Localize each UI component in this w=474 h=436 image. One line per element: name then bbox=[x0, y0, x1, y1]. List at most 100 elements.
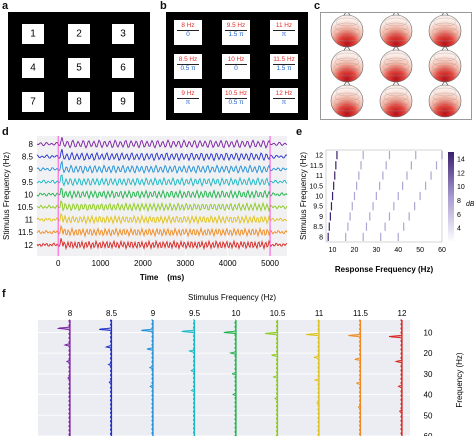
contour-line bbox=[382, 62, 410, 72]
x-tick-label: 60 bbox=[438, 247, 446, 254]
frequency-tile: 11 Hz π bbox=[270, 20, 298, 45]
head-nose bbox=[441, 80, 449, 86]
harmonic-peak-mark bbox=[435, 161, 438, 170]
harmonic-peak-mark bbox=[430, 171, 432, 180]
y-tick-label: 11 bbox=[25, 216, 34, 225]
contour-line bbox=[382, 27, 410, 37]
series-line-10.5 bbox=[36, 200, 288, 213]
head-nose bbox=[343, 45, 351, 51]
tile-phase: π bbox=[273, 29, 295, 39]
contour-line bbox=[384, 17, 408, 27]
series-line-12 bbox=[36, 238, 288, 251]
y-axis-label: Frequency (Hz) bbox=[455, 352, 464, 407]
tile-frequency: 8 Hz bbox=[181, 22, 195, 29]
contour-line bbox=[432, 92, 458, 102]
head-nose bbox=[392, 10, 400, 16]
harmonic-peak-mark bbox=[330, 202, 333, 211]
contour-line bbox=[430, 67, 460, 77]
y-tick-label: 9 bbox=[319, 214, 323, 221]
tile-frequency: 11.5 Hz bbox=[273, 56, 295, 63]
colorbar-label: dB bbox=[466, 201, 474, 208]
contour-line bbox=[332, 67, 362, 77]
contour-line bbox=[430, 32, 460, 42]
column-label: 8.5 bbox=[106, 309, 118, 318]
column-label: 10 bbox=[232, 309, 241, 318]
harmonic-peak-mark bbox=[362, 151, 364, 160]
contour-line bbox=[334, 22, 360, 32]
harmonic-peak-mark bbox=[397, 191, 399, 201]
frequency-tile: 9.5 Hz 1.5 π bbox=[222, 20, 250, 45]
number-tile: 8 bbox=[68, 92, 90, 112]
frequency-tile: 8.5 Hz 0.5 π bbox=[174, 54, 202, 79]
number-tile: 4 bbox=[22, 58, 44, 78]
column-label: 12 bbox=[398, 309, 407, 318]
y-axis-label: Stimulus Frequency (Hz) bbox=[299, 152, 308, 240]
number-tile: 2 bbox=[68, 24, 90, 44]
y-tick-label: 10 bbox=[315, 194, 323, 201]
y-tick-label: 40 bbox=[424, 391, 433, 400]
colorbar-tick-label: 12 bbox=[457, 170, 465, 177]
harmonic-peak-mark bbox=[388, 151, 391, 160]
contour-line bbox=[332, 32, 362, 42]
harmonic-peak-mark bbox=[331, 191, 334, 201]
tile-phase: 1.5 π bbox=[273, 63, 295, 73]
y-tick-label: 11.5 bbox=[18, 228, 34, 237]
number-tile: 1 bbox=[22, 24, 44, 44]
tile-number: 4 bbox=[30, 62, 36, 74]
harmonic-peak-mark bbox=[385, 161, 387, 170]
y-tick-label: 9.5 bbox=[313, 204, 323, 211]
harmonic-peak-mark bbox=[336, 151, 338, 160]
harmonic-peak-mark bbox=[372, 202, 374, 211]
panel-f-title: Stimulus Frequency (Hz) bbox=[188, 293, 276, 302]
harmonic-peak-mark bbox=[402, 181, 404, 190]
x-tick-label: 40 bbox=[394, 247, 402, 254]
harmonic-peak-mark bbox=[410, 161, 412, 170]
panel-e-chart: 12 11.5 11 10.5 10 9.5 9 8.5 8 10 20 30 40 50 60 14 12… bbox=[299, 149, 474, 274]
panel-a-screen: 1 2 3 4 5 6 7 8 9 bbox=[8, 12, 150, 120]
contour-line bbox=[381, 32, 411, 42]
panel-label-d: d bbox=[2, 126, 9, 138]
head-nose bbox=[392, 80, 400, 86]
colorbar-tick-label: 6 bbox=[457, 212, 461, 219]
contour-line bbox=[383, 22, 409, 32]
tile-number: 2 bbox=[76, 28, 82, 40]
colorbar bbox=[448, 152, 454, 242]
tile-phase: 0.5 π bbox=[177, 63, 199, 73]
number-tile: 9 bbox=[112, 92, 134, 112]
harmonic-peak-mark bbox=[424, 181, 427, 190]
frequency-tile: 8 Hz 0 bbox=[174, 20, 202, 45]
y-tick-label: 10.5 bbox=[309, 183, 323, 190]
contour-line bbox=[332, 102, 362, 112]
colorbar-tick-label: 10 bbox=[457, 184, 465, 191]
panel-label-f: f bbox=[2, 288, 6, 300]
contour-line bbox=[382, 97, 410, 107]
harmonic-peak-mark bbox=[335, 161, 337, 170]
y-tick-label: 50 bbox=[424, 411, 433, 420]
head-nose bbox=[441, 10, 449, 16]
harmonic-peak-mark bbox=[397, 232, 399, 241]
series-line-9.5 bbox=[36, 174, 288, 187]
column-label: 9.5 bbox=[189, 309, 201, 318]
harmonic-peak-mark bbox=[393, 202, 395, 211]
number-tile: 5 bbox=[68, 58, 90, 78]
panel-label-e: e bbox=[296, 126, 303, 138]
series-line-11.5 bbox=[36, 224, 288, 238]
y-tick-label: 12 bbox=[315, 153, 323, 160]
contour-line bbox=[431, 27, 459, 37]
frequency-tile: 10.5 Hz 0.5 π bbox=[222, 88, 250, 113]
harmonic-peak-mark bbox=[356, 181, 358, 190]
tile-number: 5 bbox=[76, 62, 82, 74]
column-label: 11 bbox=[315, 309, 324, 318]
y-tick-label: 12 bbox=[24, 241, 33, 250]
series-line-8.5 bbox=[36, 149, 288, 162]
head-nose bbox=[343, 80, 351, 86]
harmonic-peak-mark bbox=[365, 222, 368, 231]
contour-line bbox=[433, 52, 457, 62]
tile-frequency: 9.5 Hz bbox=[226, 22, 246, 29]
harmonic-peak-mark bbox=[441, 151, 443, 160]
colorbar-tick-label: 4 bbox=[457, 226, 461, 233]
harmonic-peak-mark bbox=[403, 222, 405, 231]
panel-label-a: a bbox=[2, 0, 9, 12]
column-label: 9 bbox=[151, 309, 156, 318]
head-nose bbox=[441, 45, 449, 51]
